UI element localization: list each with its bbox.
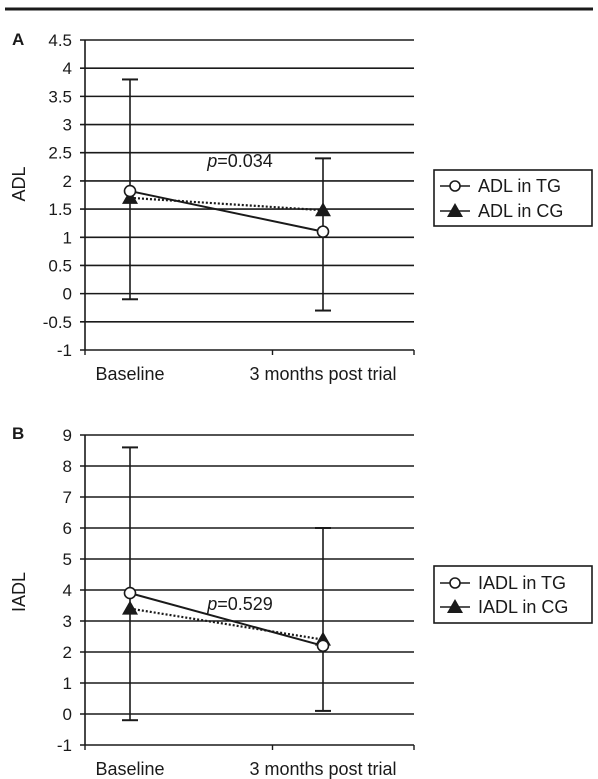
p-value-symbol: p [206, 151, 217, 171]
y-tick-label: -1 [57, 736, 72, 755]
chart-panel-b: B IADL 9 8 7 6 5 4 3 2 1 0 -1 Baseline 3 months post t… [9, 424, 593, 779]
y-tick-label: 2.5 [48, 144, 72, 163]
y-tick-label: 3 [63, 116, 72, 135]
x-category-label: Baseline [95, 759, 164, 779]
y-tick-label: 9 [63, 426, 72, 445]
y-tick-label: 6 [63, 519, 72, 538]
legend-marker-cg [447, 203, 463, 217]
series-line-tg [129, 592, 324, 647]
p-value-text: =0.529 [217, 594, 273, 614]
y-tick-label: 5 [63, 550, 72, 569]
data-point-tg [123, 184, 137, 198]
y-tick-label: 8 [63, 457, 72, 476]
panel-label: A [12, 30, 24, 49]
y-axis-label: ADL [9, 166, 29, 201]
y-axis-label: IADL [9, 572, 29, 612]
legend-box [433, 565, 593, 624]
y-tick-label: 4 [63, 581, 72, 600]
data-point-tg [316, 225, 330, 238]
y-tick-label: 2 [63, 172, 72, 191]
y-tick-label: 7 [63, 488, 72, 507]
legend-marker-tg [449, 577, 461, 589]
legend-marker-cg [447, 599, 463, 613]
data-point-cg [122, 600, 138, 615]
p-value-symbol: p [206, 594, 217, 614]
y-tick-label: 3 [63, 612, 72, 631]
chart-panel-a: A ADL 4.5 4 3.5 3 2.5 2 1.5 1 0.5 0 -0.5 -1 Baseline 3 … [9, 30, 593, 384]
legend-marker-tg [449, 180, 461, 192]
legend-label-tg: IADL in TG [478, 573, 566, 593]
data-point-tg [316, 639, 330, 653]
y-tick-label: 1 [63, 674, 72, 693]
y-tick-label: 0 [63, 705, 72, 724]
x-category-label: 3 months post trial [249, 364, 396, 384]
p-value-text: =0.034 [217, 151, 273, 171]
legend-label-cg: ADL in CG [478, 201, 563, 221]
y-tick-label: 4 [63, 59, 72, 78]
y-tick-label: 0.5 [48, 256, 72, 275]
x-category-label: Baseline [95, 364, 164, 384]
panel-label: B [12, 424, 24, 443]
y-tick-label: 4.5 [48, 31, 72, 50]
legend-label-cg: IADL in CG [478, 597, 568, 617]
x-category-label: 3 months post trial [249, 759, 396, 779]
legend-label-tg: ADL in TG [478, 176, 561, 196]
y-tick-label: 2 [63, 643, 72, 662]
y-tick-label: -1 [57, 341, 72, 360]
p-value-annotation: p=0.529 [206, 594, 273, 614]
y-tick-label: 1.5 [48, 200, 72, 219]
y-tick-label: 0 [63, 285, 72, 304]
series-line-cg [129, 607, 324, 641]
data-point-cg [315, 202, 331, 217]
series-line-tg [129, 190, 324, 233]
y-tick-label: -0.5 [43, 313, 72, 332]
data-point-tg [123, 586, 137, 600]
series-line-cg [129, 196, 324, 212]
y-tick-label: 3.5 [48, 87, 72, 106]
y-tick-label: 1 [63, 228, 72, 247]
p-value-annotation: p=0.034 [206, 151, 273, 171]
